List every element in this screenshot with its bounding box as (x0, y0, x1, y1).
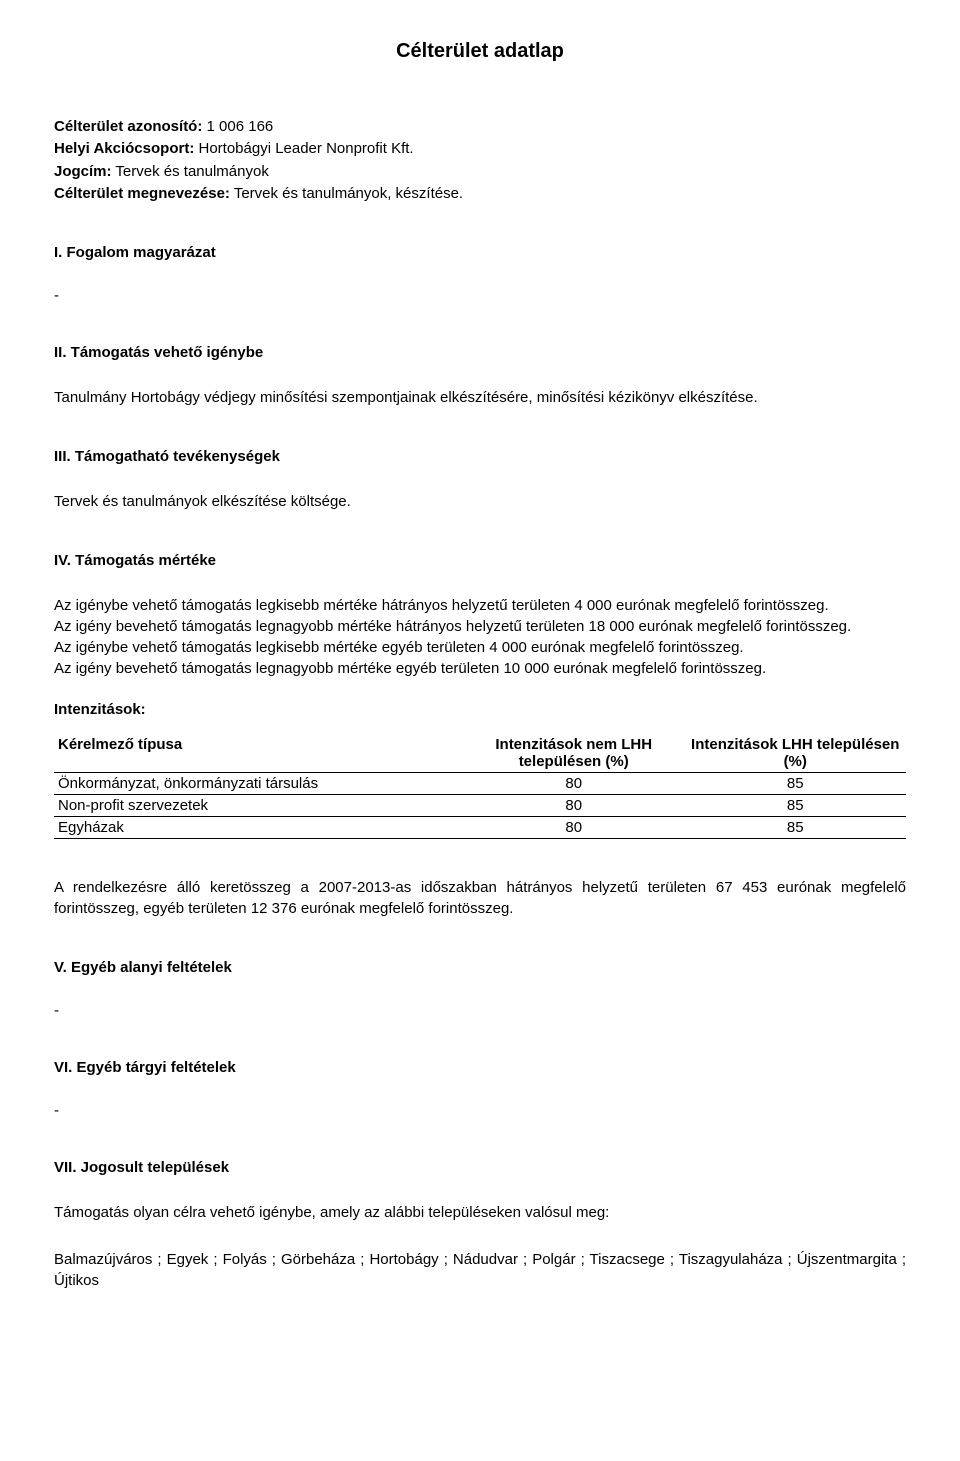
table-col2-header: Intenzitások nem LHH településen (%) (463, 734, 685, 773)
section-4-line4: Az igény bevehető támogatás legnagyobb m… (54, 658, 906, 679)
table-cell-nonlhh: 80 (463, 817, 685, 839)
section-4-line2: Az igény bevehető támogatás legnagyobb m… (54, 616, 906, 637)
section-6-heading: VI. Egyéb tárgyi feltételek (54, 1059, 906, 1076)
field-id-label: Célterület azonosító: (54, 118, 202, 135)
section-4-line3: Az igénybe vehető támogatás legkisebb mé… (54, 637, 906, 658)
table-cell-name: Egyházak (54, 817, 463, 839)
section-7-list: Balmazújváros ; Egyek ; Folyás ; Görbehá… (54, 1249, 906, 1291)
table-col1-header: Kérelmező típusa (54, 734, 463, 773)
field-group-label: Helyi Akciócsoport: (54, 140, 194, 157)
table-row: Egyházak 80 85 (54, 817, 906, 839)
section-4-body: Az igénybe vehető támogatás legkisebb mé… (54, 595, 906, 679)
table-row: Önkormányzat, önkormányzati társulás 80 … (54, 773, 906, 795)
table-cell-lhh: 85 (684, 795, 906, 817)
section-7-body: Támogatás olyan célra vehető igénybe, am… (54, 1202, 906, 1223)
section-6-body: - (54, 1102, 906, 1119)
section-7-heading: VII. Jogosult települések (54, 1159, 906, 1176)
field-group: Helyi Akciócsoport: Hortobágyi Leader No… (54, 139, 906, 159)
table-col3-header: Intenzitások LHH településen (%) (684, 734, 906, 773)
intensities-label: Intenzitások: (54, 701, 906, 718)
intensity-table: Kérelmező típusa Intenzitások nem LHH te… (54, 734, 906, 839)
table-cell-nonlhh: 80 (463, 795, 685, 817)
field-claim: Jogcím: Tervek és tanulmányok (54, 162, 906, 182)
fields-block: Célterület azonosító: 1 006 166 Helyi Ak… (54, 117, 906, 204)
field-name: Célterület megnevezése: Tervek és tanulm… (54, 184, 906, 204)
section-5-body: - (54, 1002, 906, 1019)
section-3-body: Tervek és tanulmányok elkészítése költsé… (54, 491, 906, 512)
page: Célterület adatlap Célterület azonosító:… (0, 0, 960, 1461)
page-title: Célterület adatlap (54, 40, 906, 63)
section-1-heading: I. Fogalom magyarázat (54, 244, 906, 261)
table-cell-nonlhh: 80 (463, 773, 685, 795)
table-cell-lhh: 85 (684, 817, 906, 839)
field-claim-label: Jogcím: (54, 163, 112, 180)
table-row: Non-profit szervezetek 80 85 (54, 795, 906, 817)
section-4-line1: Az igénybe vehető támogatás legkisebb mé… (54, 595, 906, 616)
section-2-heading: II. Támogatás vehető igénybe (54, 344, 906, 361)
section-4-budget: A rendelkezésre álló keretösszeg a 2007-… (54, 877, 906, 919)
table-cell-lhh: 85 (684, 773, 906, 795)
section-5-heading: V. Egyéb alanyi feltételek (54, 959, 906, 976)
field-claim-value: Tervek és tanulmányok (115, 163, 268, 180)
table-cell-name: Non-profit szervezetek (54, 795, 463, 817)
section-2-body: Tanulmány Hortobágy védjegy minősítési s… (54, 387, 906, 408)
field-name-label: Célterület megnevezése: (54, 185, 230, 202)
field-id: Célterület azonosító: 1 006 166 (54, 117, 906, 137)
section-3-heading: III. Támogatható tevékenységek (54, 448, 906, 465)
field-name-value: Tervek és tanulmányok, készítése. (234, 185, 463, 202)
field-id-value: 1 006 166 (207, 118, 274, 135)
table-cell-name: Önkormányzat, önkormányzati társulás (54, 773, 463, 795)
section-4-heading: IV. Támogatás mértéke (54, 552, 906, 569)
field-group-value: Hortobágyi Leader Nonprofit Kft. (198, 140, 413, 157)
section-1-body: - (54, 287, 906, 304)
